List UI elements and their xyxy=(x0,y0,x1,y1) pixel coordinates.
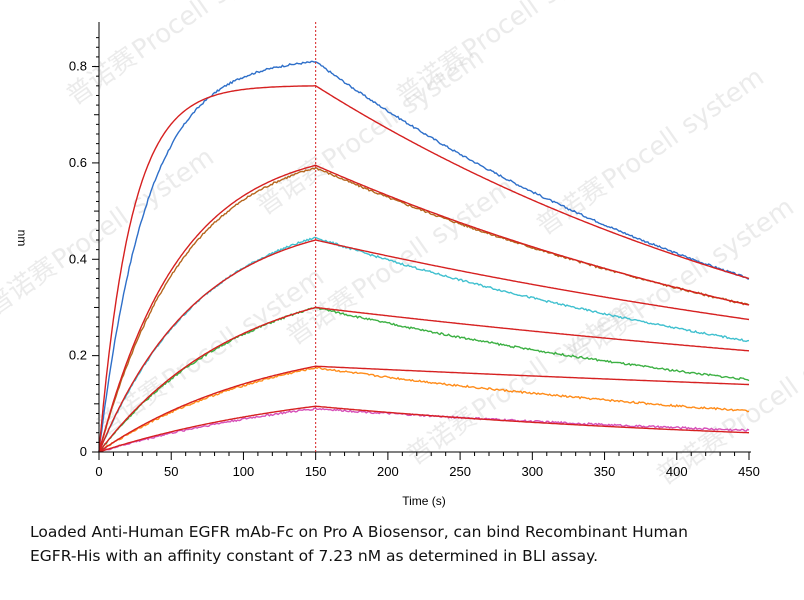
series-line-curve-5 xyxy=(98,366,750,453)
caption-line-1: Loaded Anti-Human EGFR mAb-Fc on Pro A B… xyxy=(30,523,688,541)
fit-line-curve-5 xyxy=(98,365,749,453)
y-tick-label: 0 xyxy=(80,444,87,459)
x-tick-label: 150 xyxy=(305,464,327,479)
fit-line-curve-4 xyxy=(98,306,750,453)
fit-line-curve-3 xyxy=(98,239,750,453)
watermark-brand-small: system xyxy=(205,0,299,11)
fit-line-curve-6 xyxy=(98,405,749,453)
series-layer xyxy=(98,60,750,453)
x-tick-label: 0 xyxy=(95,464,102,479)
fit-line-curve-1 xyxy=(98,85,750,453)
series-line-curve-6 xyxy=(98,407,750,453)
watermark-cn: 普诺赛 xyxy=(531,172,612,241)
x-tick-label: 300 xyxy=(521,464,543,479)
watermark-brand-small: system xyxy=(535,0,629,11)
series-line-curve-3 xyxy=(98,236,750,453)
x-tick-label: 200 xyxy=(377,464,399,479)
y-tick-label: 0.8 xyxy=(69,59,87,74)
y-axis-title: nm xyxy=(15,230,29,247)
watermark-brand: Procell xyxy=(127,0,215,66)
watermark-cn: 普诺赛 xyxy=(0,252,62,321)
x-tick-label: 50 xyxy=(164,464,178,479)
watermark-layer: Procellsystem普诺赛Procellsystem普诺赛Procells… xyxy=(0,0,804,492)
caption-line-2: EGFR-His with an affinity constant of 7.… xyxy=(30,547,598,565)
figure-caption: Loaded Anti-Human EGFR mAb-Fc on Pro A B… xyxy=(30,520,800,568)
watermark-brand-small: system xyxy=(675,62,769,140)
watermark-brand: Procell xyxy=(347,232,435,306)
watermark-brand-small: system xyxy=(795,312,804,390)
watermark-cn: 普诺赛 xyxy=(651,422,732,491)
x-tick-label: 100 xyxy=(233,464,255,479)
y-tick-label: 0.4 xyxy=(69,251,87,266)
x-tick-label: 450 xyxy=(738,464,760,479)
watermark-cn: 普诺赛 xyxy=(401,402,482,471)
chart-area: Procellsystem普诺赛Procellsystem普诺赛Procells… xyxy=(0,0,804,508)
y-tick-label: 0.6 xyxy=(69,155,87,170)
x-tick-label: 350 xyxy=(594,464,616,479)
fit-line-curve-2 xyxy=(98,164,750,453)
watermark-brand: Procell xyxy=(717,372,804,446)
watermark-brand-small: system xyxy=(705,192,799,270)
watermark-cn: 普诺赛 xyxy=(61,42,142,111)
axes-layer: 0 0.2 0.4 0.6 0.8 0 50 100 150 200 250 300 350 400 450 xyxy=(69,22,760,479)
bli-sensorgram-chart: Procellsystem普诺赛Procellsystem普诺赛Procells… xyxy=(0,0,804,508)
watermark-brand: Procell xyxy=(597,122,685,196)
y-tick-label: 0.2 xyxy=(69,348,87,363)
x-axis-title: Time (s) xyxy=(402,494,446,508)
watermark-brand-small: system xyxy=(125,142,219,220)
x-tick-label: 400 xyxy=(666,464,688,479)
x-tick-label: 250 xyxy=(449,464,471,479)
